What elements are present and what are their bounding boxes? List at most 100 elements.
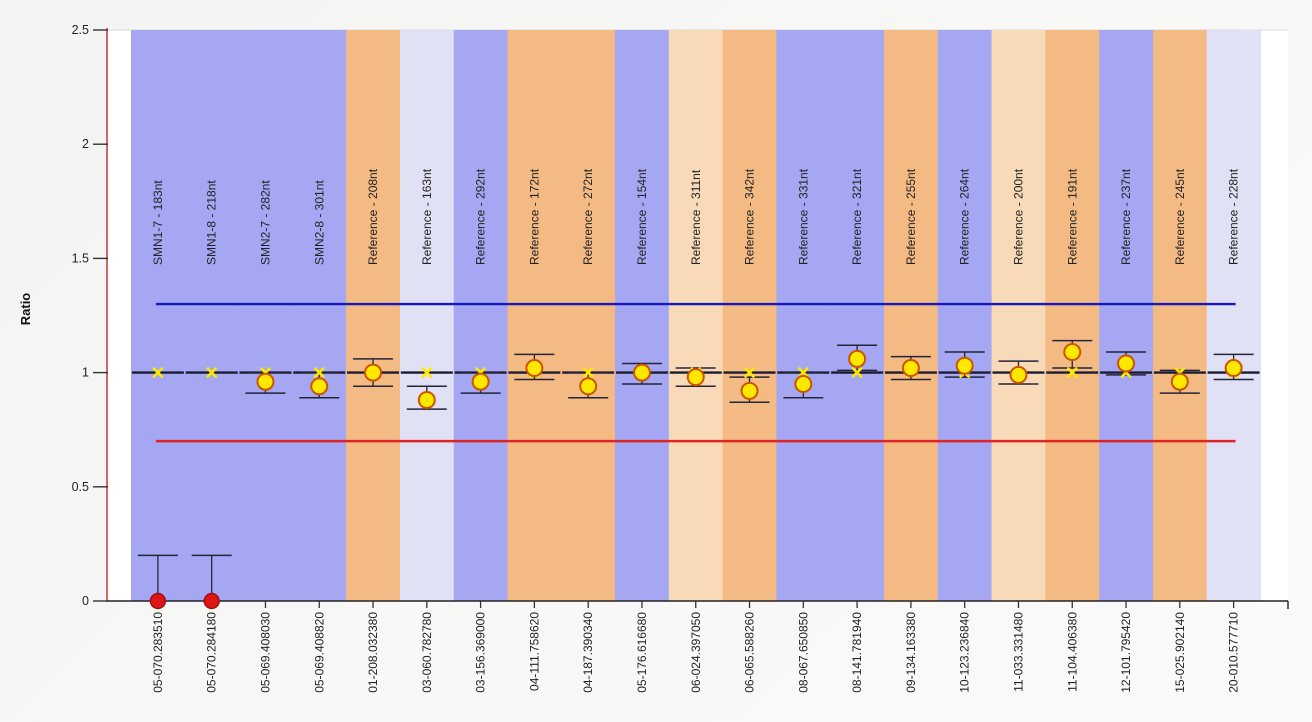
column-band-14 [830, 30, 885, 601]
ratio-point [417, 391, 436, 410]
column-band-1 [131, 30, 186, 601]
sample-id-label: 03-156.369000 [474, 612, 488, 693]
ratio-point [794, 375, 813, 394]
column-band-16 [937, 30, 993, 601]
sample-id-label: 03-060.782780 [420, 612, 434, 693]
ratio-point [256, 372, 275, 391]
column-band-2 [184, 30, 240, 601]
probe-label: Reference - 342nt [743, 168, 757, 265]
sample-id-label: 05-069.408820 [312, 612, 326, 693]
ratio-point-deleted [203, 592, 220, 610]
sample-id-label: 11-033.331480 [1011, 612, 1025, 692]
reference-x-marker [206, 367, 217, 378]
column-band-7 [453, 30, 508, 601]
ratio-point [1117, 354, 1136, 373]
reference-x-marker [798, 367, 809, 378]
probe-label: Reference - 272nt [581, 168, 595, 265]
ratio-point [525, 359, 544, 378]
sample-id-label: 05-069.408030 [258, 612, 272, 693]
column-band-8 [507, 30, 562, 601]
probe-label: Reference - 245nt [1173, 168, 1187, 265]
probe-label: Reference - 321nt [850, 168, 864, 265]
sample-id-label: 12-101.795420 [1119, 612, 1133, 693]
ratio-point [310, 377, 329, 396]
probe-label: Reference - 208nt [366, 168, 380, 265]
reference-x-marker [851, 367, 863, 378]
sample-id-label: 05-070.283510 [151, 612, 165, 693]
probe-label: SMN1-8 - 218nt [205, 180, 219, 265]
sample-id-label: 11-104.406380 [1065, 612, 1079, 692]
sample-id-label: 04-187.390340 [581, 612, 595, 693]
y-tick-label: 2 [82, 137, 89, 151]
ratio-point [740, 381, 759, 400]
probe-label: Reference - 264nt [958, 168, 972, 265]
sample-id-label: 20-010.577710 [1227, 612, 1241, 693]
ratio-point [579, 377, 598, 396]
ratio-point [1224, 359, 1243, 378]
y-tick-label: 2.5 [72, 23, 89, 37]
sample-id-label: 09-134.163380 [904, 612, 918, 693]
y-tick-label: 0.5 [72, 480, 89, 494]
y-tick-label: 1.5 [72, 251, 89, 265]
column-band-12 [722, 30, 777, 601]
sample-id-label: 05-176.616680 [635, 612, 649, 693]
ratio-point [901, 359, 920, 378]
ratio-point [1170, 372, 1189, 391]
column-band-9 [561, 30, 616, 601]
reference-x-marker [744, 367, 755, 378]
column-band-6 [399, 30, 455, 601]
column-band-17 [991, 30, 1046, 601]
column-band-3 [238, 30, 293, 601]
ratio-point-deleted [149, 592, 167, 610]
probe-label: Reference - 172nt [527, 168, 541, 265]
ratio-point [471, 372, 490, 391]
column-band-15 [884, 30, 939, 601]
probe-label: SMN1-7 - 183nt [151, 180, 165, 265]
ratio-point [848, 349, 867, 368]
sample-id-label: 05-070.284180 [205, 612, 219, 693]
probe-label: SMN2-7 - 282nt [258, 180, 272, 265]
ratio-point [632, 363, 651, 382]
sample-id-label: 08-141.781940 [850, 612, 864, 693]
column-band-18 [1045, 30, 1100, 601]
column-band-20 [1152, 30, 1208, 601]
sample-id-label: 06-024.397050 [689, 612, 703, 693]
sample-id-label: 08-067.650850 [796, 612, 810, 693]
y-axis-title-text: Ratio [18, 292, 33, 326]
ratio-point [364, 363, 383, 382]
probe-label: Reference - 163nt [420, 168, 434, 265]
column-band-13 [776, 30, 831, 601]
ratio-point [1009, 365, 1028, 384]
ratio-point [955, 356, 974, 375]
reference-x-marker [152, 367, 164, 378]
probe-label: Reference - 154nt [635, 168, 649, 265]
sample-id-label: 15-025.902140 [1173, 612, 1187, 693]
reference-x-marker [313, 367, 325, 378]
probe-label: Reference - 292nt [474, 168, 488, 265]
reference-x-marker [1066, 367, 1078, 378]
probe-label: SMN2-8 - 301nt [312, 180, 326, 265]
reference-x-marker [421, 367, 433, 378]
column-band-10 [615, 30, 670, 601]
ratio-point [686, 368, 705, 387]
sample-id-label: 04-111.758620 [527, 612, 541, 691]
column-band-4 [292, 30, 347, 601]
probe-label: Reference - 255nt [904, 168, 918, 265]
probe-label: Reference - 331nt [796, 168, 810, 265]
sample-id-label: 10-123.236840 [958, 612, 972, 693]
column-band-21 [1206, 30, 1261, 601]
ratio-point [1063, 343, 1082, 362]
probe-label: Reference - 200nt [1011, 168, 1025, 265]
sample-id-label: 06-065.588260 [743, 612, 757, 693]
probe-label: Reference - 237nt [1119, 168, 1133, 265]
column-band-5 [346, 30, 401, 601]
reference-x-marker [582, 367, 594, 378]
y-tick-label: 1 [82, 366, 89, 380]
probe-label: Reference - 311nt [689, 169, 703, 265]
column-band-11 [668, 30, 724, 601]
column-band-19 [1099, 30, 1154, 601]
probe-label: Reference - 228nt [1227, 168, 1241, 265]
sample-id-label: 01-208.032380 [366, 612, 380, 693]
